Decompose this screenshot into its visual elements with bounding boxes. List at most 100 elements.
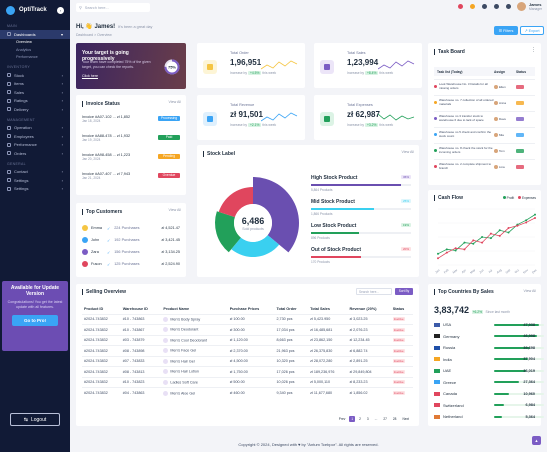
cash-flow-chart: Jan Feb Mar Apr May Jun Jul Aug Sep Oct Nov Dec <box>434 208 537 275</box>
task-row[interactable]: Warehouse no 3 transfer stock to warehou… <box>434 111 535 125</box>
user-menu[interactable]: James Manager <box>516 2 542 11</box>
sidebar-item-dashboards[interactable]: Dashboards ▾ <box>0 30 70 39</box>
page-link[interactable]: 1 <box>349 416 356 422</box>
stock-item-badge: 36% <box>400 175 411 179</box>
status-badge: Inactive <box>392 359 405 364</box>
invoice-status-card: Invoice Status View All Invoice #A07-102… <box>76 95 186 195</box>
sidebar-item-mgmt-1[interactable]: Employees › <box>0 132 70 141</box>
sidebar-sub-performance[interactable]: Performance <box>16 55 38 60</box>
task-text: Warehouse no 5 check and confirm the sto… <box>439 129 492 138</box>
logout-button[interactable]: ↹ Logout <box>10 413 60 426</box>
sales-search-input[interactable]: Search here... <box>356 288 392 295</box>
task-status-badge <box>516 164 524 169</box>
sidebar-item-inv-4[interactable]: Delivery › <box>0 105 70 114</box>
table-row[interactable]: #2024-743832 #08 - 743813 Men's Hair Lotio… <box>82 366 413 377</box>
sidebar-item-gen-0[interactable]: Contact › <box>0 168 70 177</box>
stock-item-bar <box>311 208 374 210</box>
sidebar-item-label: Contact <box>14 169 28 175</box>
customers-view-all[interactable]: View All <box>168 208 181 212</box>
more-icon[interactable]: ⋮ <box>531 47 536 53</box>
task-row[interactable]: Warehouse no. 8 check the stock for the … <box>434 143 535 157</box>
customer-amount: zł 4,521.47 <box>161 226 180 230</box>
table-row[interactable]: #2024-743832 #10 - 743863 Men's Body Spray… <box>82 313 413 325</box>
countries-view-all[interactable]: View All <box>523 289 536 293</box>
sidebar-item-inv-3[interactable]: Ratings › <box>0 97 70 106</box>
task-row[interactable]: Warehouse no 5 check and confirm the sto… <box>434 127 535 141</box>
sidebar-item-mgmt-2[interactable]: Performance › <box>0 141 70 150</box>
scroll-top-button[interactable]: ▲ <box>532 436 541 445</box>
sidebar-item-mgmt-0[interactable]: Operation › <box>0 124 70 133</box>
sort-button[interactable]: Sort By <box>395 288 413 295</box>
country-row: Russia 39,698 <box>434 343 544 352</box>
invoice-row[interactable]: Invoice #A07-102 ... zł 1,852 Jan 18, 20… <box>82 115 180 123</box>
sidebar-item-inv-2[interactable]: Sales › <box>0 88 70 97</box>
customer-row[interactable]: John ✓ 192 Purchases zł 3,421.45 <box>82 237 180 243</box>
country-value: 27,364 <box>523 380 535 384</box>
customer-row[interactable]: Zara ✓ 156 Purchases zł 3,134.25 <box>82 249 180 255</box>
legend-profit-label: Profit <box>506 196 515 200</box>
sidebar-item-gen-2[interactable]: Settings › <box>0 185 70 194</box>
sidebar-sub-analytics[interactable]: Analytics <box>16 47 32 52</box>
task-status-badge <box>516 148 524 153</box>
target-link[interactable]: Click here <box>82 74 98 78</box>
stock-view-all[interactable]: View All <box>401 150 414 154</box>
data-point <box>525 221 528 224</box>
go-pro-button[interactable]: Go to Pro! <box>12 315 58 326</box>
table-row[interactable]: #2024-743832 #10 - 743823 Ladies Soft Care… <box>82 376 413 388</box>
selling-overview-card: Selling Overview Search here... Sort By … <box>76 284 419 426</box>
sidebar-toggle-icon[interactable]: ‹ <box>57 6 64 14</box>
table-cell: #08 - 743898 <box>120 345 162 356</box>
page-link[interactable]: Next <box>402 417 409 421</box>
sidebar-item-inv-0[interactable]: Stock › <box>0 71 70 80</box>
task-dot <box>434 85 437 88</box>
page-link[interactable]: 28 <box>392 417 397 421</box>
page-link[interactable]: Prev <box>338 417 346 421</box>
customer-row[interactable]: Emma ✓ 224 Purchases zł 4,521.47 <box>82 225 180 231</box>
filters-button[interactable]: ☰ Filters <box>494 26 518 35</box>
table-row[interactable]: #2024-743832 #10 - 743867 Men's Deodorant z… <box>82 324 413 335</box>
export-button[interactable]: ↗ Export <box>520 26 544 35</box>
x-tick-label: Jul <box>488 268 494 274</box>
page-link[interactable]: 2 <box>359 417 361 421</box>
sidebar-item-mgmt-3[interactable]: Orders › <box>0 149 70 158</box>
menu-icon <box>7 178 11 183</box>
page-link[interactable]: 27 <box>383 417 387 421</box>
header-icon-3[interactable] <box>494 4 499 9</box>
stock-center-value: 6,486 <box>242 216 265 226</box>
invoice-view-all[interactable]: View All <box>168 100 181 104</box>
avatar <box>494 100 498 105</box>
brand[interactable]: OptiTrack ‹ <box>0 0 70 20</box>
task-col-status: Status <box>516 69 527 74</box>
task-row[interactable]: Warehouse no. 7 collection of all ordere… <box>434 95 535 109</box>
search-input[interactable]: ⚲ Search here... <box>76 3 150 12</box>
customer-row[interactable]: Fuson ✓ 125 Purchases zł 2,524.90 <box>82 261 180 267</box>
table-row[interactable]: #2024-743832 #08 - 743898 Men's Face Gel zł… <box>82 345 413 356</box>
header-icon-2[interactable] <box>482 4 487 9</box>
sidebar-sub-overview[interactable]: Overview <box>16 40 32 45</box>
sidebar-item-inv-1[interactable]: Items › <box>0 80 70 89</box>
task-row[interactable]: Look Warehouse No. 3 Details for all mis… <box>434 79 535 93</box>
table-row[interactable]: #2024-743832 #04 - 743863 Men's Aloe Gel zł… <box>82 387 413 398</box>
task-row[interactable]: Warehouse no. 2 complete shipment to bra… <box>434 159 535 173</box>
kpi-sparkline <box>378 60 415 70</box>
country-bar <box>494 404 544 406</box>
table-cell: #2024-743832 <box>82 355 121 367</box>
menu-icon <box>7 151 11 156</box>
kpi-delta-badge: +8.4% <box>364 71 379 75</box>
header-icon-1[interactable] <box>470 4 475 9</box>
status-cell: Inactive <box>390 355 413 367</box>
kpi-label: Total Expenses <box>347 103 373 107</box>
section-main: MAIN <box>7 24 17 28</box>
header-icon-4[interactable] <box>506 4 511 9</box>
invoice-row[interactable]: Invoice #A98-458 ... zł 1,223 Jan 20, 20… <box>82 153 180 161</box>
table-row[interactable]: #2024-743832 #03 - 743879 Men's Cool Deodo… <box>82 334 413 346</box>
page-link[interactable]: ... <box>374 417 378 421</box>
sidebar-item-gen-1[interactable]: Settings › <box>0 176 70 185</box>
invoice-row[interactable]: Invoice #A88-478 ... zł 1,932 Jan 19, 20… <box>82 134 180 142</box>
invoice-row[interactable]: Invoice #A07-407 ... zł 7,943 Jan 21, 20… <box>82 172 180 180</box>
page-link[interactable]: 3 <box>366 417 369 421</box>
table-row[interactable]: #2024-743832 #07 - 743833 Men's Hair Gel zł… <box>82 355 413 367</box>
header-icon-0[interactable] <box>458 4 463 9</box>
task-assignee-name: Dave <box>499 116 507 121</box>
sales-col-header: Revenue (20%) <box>349 306 377 311</box>
